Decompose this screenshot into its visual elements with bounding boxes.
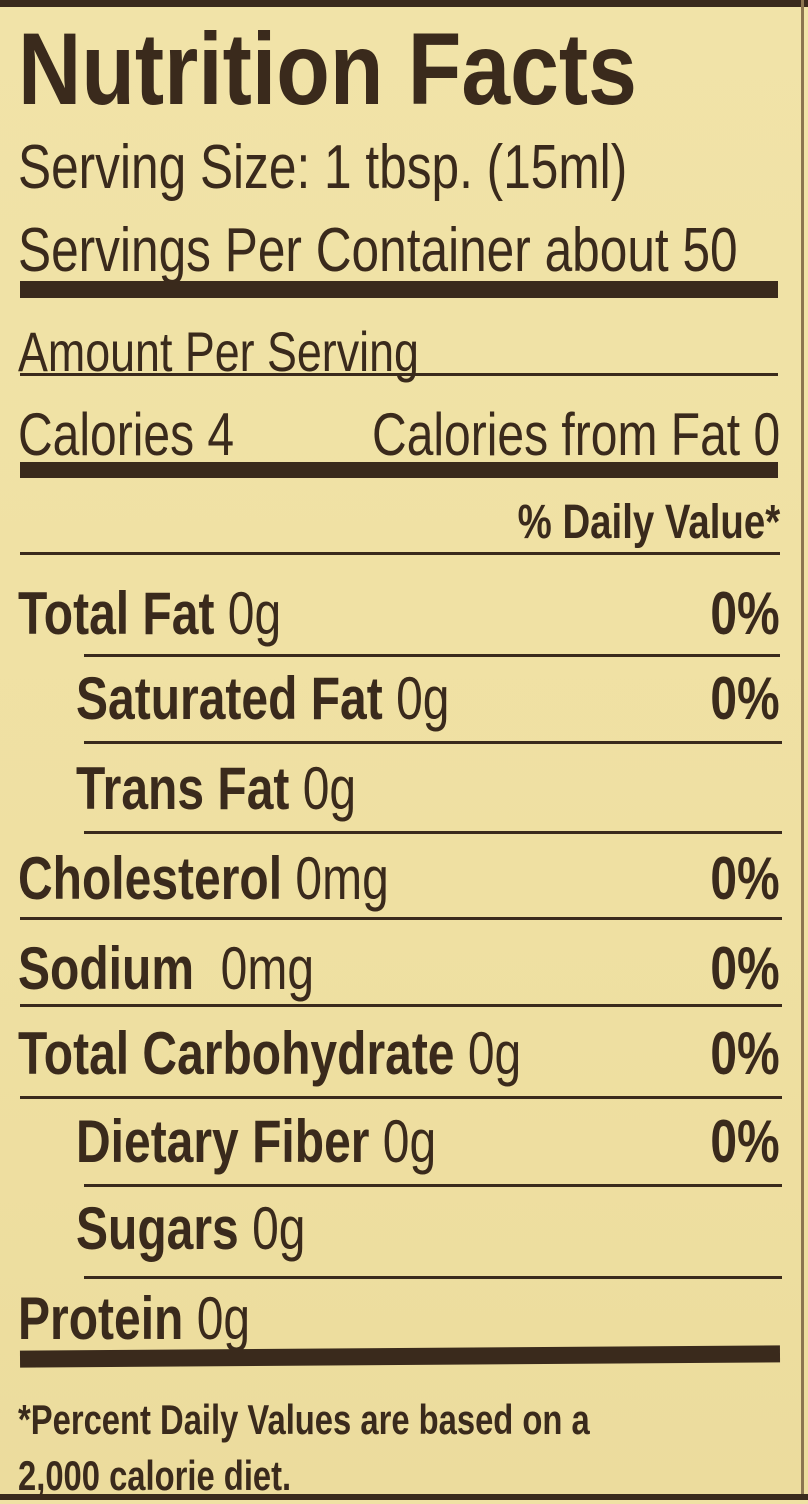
divider [20, 1004, 782, 1007]
nutrient-name: Protein [18, 1285, 184, 1352]
nutrient-name: Total Fat [18, 580, 215, 647]
right-border [801, 0, 804, 1500]
nutrient-name: Cholesterol [18, 845, 283, 912]
nutrient-name: Sugars [76, 1195, 239, 1262]
thick-divider [20, 281, 778, 298]
divider [84, 741, 782, 744]
nutrient-row-total-carbohydrate: Total Carbohydrate 0g 0% [0, 1023, 808, 1085]
nutrient-dv: 0% [710, 1108, 780, 1175]
divider [84, 1184, 782, 1187]
nutrient-amount: 0g [196, 1285, 251, 1352]
nutrient-amount: 0g [382, 1108, 437, 1175]
divider [84, 654, 780, 657]
nutrient-dv: 0% [710, 580, 780, 647]
top-border [0, 0, 808, 7]
nutrient-name: Sodium [18, 935, 194, 1002]
nutrient-amount: 0g [252, 1195, 306, 1262]
footnote-line-1: *Percent Daily Values are based on a [18, 1396, 590, 1443]
nutrient-row-cholesterol: Cholesterol 0mg 0% [0, 848, 808, 910]
nutrient-amount: 0g [467, 1020, 522, 1087]
servings-per-container: Servings Per Container about 50 [18, 216, 738, 285]
calories: Calories 4 [18, 401, 235, 468]
nutrient-amount: 0g [227, 580, 282, 647]
footnote-line-2: 2,000 calorie diet. [18, 1452, 292, 1499]
nutrient-dv: 0% [710, 935, 780, 1002]
divider [84, 1276, 782, 1279]
nutrient-dv: 0% [710, 845, 780, 912]
nutrient-dv: 0% [710, 1020, 780, 1087]
nutrient-amount: 0g [396, 665, 450, 732]
divider [84, 831, 782, 834]
amount-per-serving: Amount Per Serving [18, 320, 419, 383]
divider [20, 917, 782, 920]
daily-value-header: % Daily Value* [517, 496, 780, 549]
bottom-border [0, 1494, 808, 1500]
thick-divider [20, 462, 778, 478]
nutrient-amount: 0mg [295, 845, 389, 912]
serving-size: Serving Size: 1 tbsp. (15ml) [18, 133, 628, 202]
footnote: *Percent Daily Values are based on a 2,0… [18, 1392, 590, 1504]
nutrient-row-saturated-fat: Saturated Fat 0g 0% [0, 668, 808, 730]
divider [20, 552, 780, 555]
nutrient-name: Trans Fat [76, 755, 290, 822]
nutrient-name: Saturated Fat [76, 665, 383, 732]
divider [20, 373, 778, 376]
nutrient-row-sugars: Sugars 0g [0, 1198, 808, 1260]
nutrient-row-total-fat: Total Fat 0g 0% [0, 583, 808, 645]
nutrient-amount: 0g [302, 755, 357, 822]
nutrient-amount: 0mg [220, 935, 315, 1002]
nutrient-row-protein: Protein 0g [0, 1288, 808, 1350]
nutrient-row-dietary-fiber: Dietary Fiber 0g 0% [0, 1111, 808, 1173]
nutrient-name: Total Carbohydrate [18, 1020, 455, 1087]
nutrient-dv: 0% [710, 665, 780, 732]
nutrient-name: Dietary Fiber [76, 1108, 370, 1175]
divider [20, 1096, 782, 1099]
label-title: Nutrition Facts [18, 12, 637, 126]
nutrient-row-trans-fat: Trans Fat 0g [0, 758, 808, 820]
nutrient-row-sodium: Sodium 0mg 0% [0, 938, 808, 1000]
calories-from-fat: Calories from Fat 0 [371, 401, 780, 468]
